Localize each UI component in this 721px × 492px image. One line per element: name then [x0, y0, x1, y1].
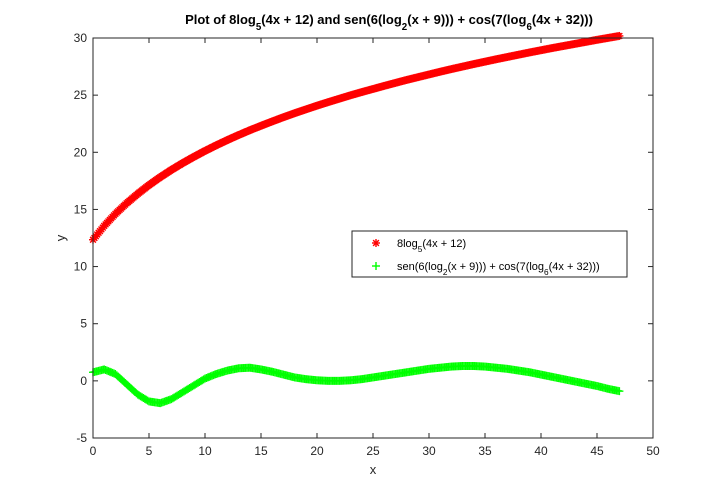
- x-tick-label: 15: [254, 444, 268, 458]
- legend: 8log5(4x + 12) sen(6(log2(x + 9))) + cos(…: [351, 230, 628, 278]
- legend-label-subscript: 5: [418, 245, 423, 254]
- legend-label-part: (x + 9))) + cos(7(log: [447, 261, 544, 273]
- legend-label-part: sen(6(log: [397, 261, 443, 273]
- x-tick-label: 25: [366, 444, 380, 458]
- legend-marker-1: [372, 239, 380, 247]
- series-2: [89, 362, 624, 408]
- series-1-point: [615, 31, 624, 40]
- x-tick-label: 45: [590, 444, 604, 458]
- legend-entry-1: 8log5(4x + 12): [397, 238, 466, 254]
- y-tick-label: 20: [74, 145, 88, 159]
- x-tick-label: 0: [90, 444, 97, 458]
- legend-entry-2: sen(6(log2(x + 9))) + cos(7(log6(4x + 32…: [397, 261, 600, 277]
- y-tick-label: 25: [74, 88, 88, 102]
- series-2-point: [615, 387, 624, 396]
- legend-label-subscript: 2: [443, 268, 448, 277]
- title-subscript: 5: [256, 22, 262, 33]
- x-tick-label: 5: [146, 444, 153, 458]
- y-tick-label: -5: [76, 431, 87, 445]
- x-tick-label: 35: [478, 444, 492, 458]
- legend-box: [351, 230, 628, 278]
- x-tick-label: 50: [646, 444, 660, 458]
- legend-label-part: (4x + 32))): [549, 261, 600, 273]
- y-tick-label: 15: [74, 202, 88, 216]
- legend-label-part: 8log: [397, 238, 418, 250]
- title-subscript: 6: [526, 22, 532, 33]
- chart-title: Plot of 8log5(4x + 12) and sen(6(log2(x …: [185, 12, 593, 33]
- legend-label-part: (4x + 12): [422, 238, 466, 250]
- y-axis-label: y: [53, 234, 68, 241]
- plot-box: [92, 37, 654, 439]
- y-tick-label: 5: [80, 317, 87, 331]
- x-axis-label: x: [370, 462, 377, 477]
- title-part: (4x + 12) and sen(6(log: [261, 12, 402, 27]
- y-tick-label: 0: [80, 374, 87, 388]
- x-tick-label: 30: [422, 444, 436, 458]
- x-tick-label: 20: [310, 444, 324, 458]
- title-subscript: 2: [402, 22, 408, 33]
- title-part: (x + 9))) + cos(7(log: [407, 12, 526, 27]
- legend-marker-2: [372, 262, 380, 270]
- title-part: Plot of 8log: [185, 12, 256, 27]
- title-part: (4x + 32))): [532, 12, 593, 27]
- series-1: [89, 31, 624, 244]
- y-tick-label: 30: [74, 31, 88, 45]
- x-tick-label: 40: [534, 444, 548, 458]
- series-layer: [89, 31, 624, 408]
- x-tick-label: 10: [198, 444, 212, 458]
- legend-label-subscript: 6: [544, 268, 549, 277]
- y-tick-label: 10: [74, 260, 88, 274]
